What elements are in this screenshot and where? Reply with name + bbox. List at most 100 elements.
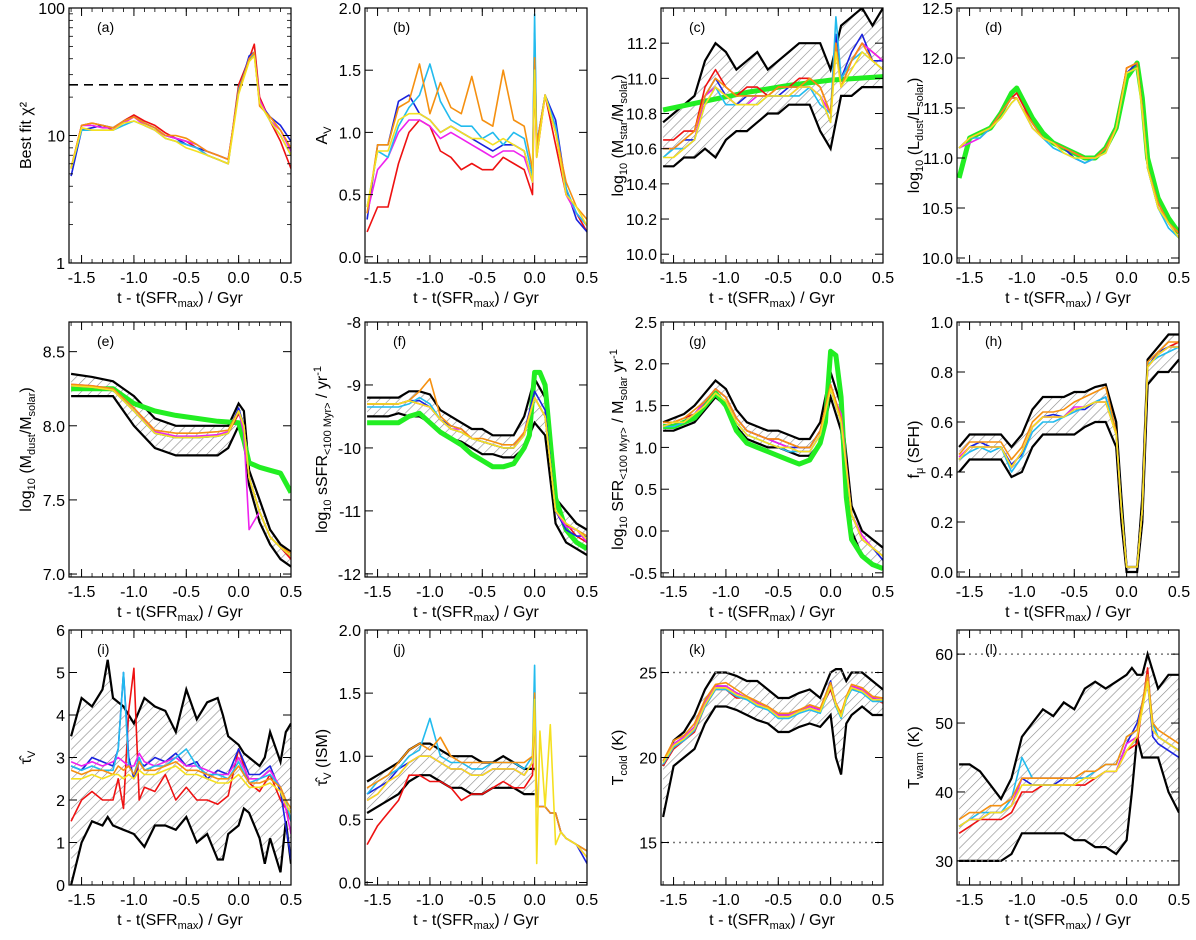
series-line-yellow (958, 346, 1179, 568)
x-axis-label: t - t(SFRmax) / Gyr (1005, 912, 1131, 932)
x-tick-label: -0.5 (468, 270, 496, 287)
y-axis-label: Twarm (K) (906, 726, 926, 788)
y-tick-label: 8.0 (43, 419, 65, 436)
axes-frame (956, 7, 1180, 264)
series-line-yellow (958, 680, 1179, 828)
x-tick-label: -1.0 (416, 892, 444, 909)
panel-b: -1.5 -1.0 -0.5 0.0 0.5 0.0 0.5 1.0 1.5 2.0 (b) t - … (314, 1, 598, 310)
panel-label: (e) (97, 333, 114, 349)
y-axis-label: log10 (Ldust/Lsolar) (906, 78, 926, 194)
y-tick-label: 12.0 (922, 51, 953, 68)
uncertainty-band (71, 659, 291, 885)
panel-j: -1.5 -1.0 -0.5 0.0 0.5 0.0 0.5 1.0 1.5 2.0 (j) t - … (314, 623, 598, 932)
y-tick-label: 1.0 (635, 440, 657, 457)
x-axis-label: t - t(SFRmax) / Gyr (1005, 604, 1131, 624)
y-axis-label: log10 SFR<100 Myr> / Msolar yr-1 (608, 349, 630, 550)
y-axis-label: Best fit χ² (18, 101, 35, 169)
y-tick-label: 40 (935, 785, 953, 802)
panel-g: -1.5 -1.0 -0.5 0.0 0.5 -0.5 0.0 0.5 1.0 1.5 2.0 2.5… (608, 315, 894, 624)
y-tick-label: 0.6 (931, 415, 953, 432)
x-tick-label: 0.0 (524, 892, 546, 909)
x-tick-label: -1.0 (712, 270, 740, 287)
y-tick-label: 50 (935, 716, 953, 733)
y-tick-label: 8.5 (43, 345, 65, 362)
y-tick-label: 4 (56, 708, 65, 725)
y-tick-label: 0.5 (339, 188, 361, 205)
series-line-orange (663, 42, 883, 150)
band-upper-line (70, 659, 291, 768)
y-tick-label: 11.0 (923, 151, 953, 168)
x-tick-label: 0.0 (228, 892, 250, 909)
plot-area (958, 333, 1179, 574)
x-tick-label: -1.0 (712, 584, 740, 601)
series-line-cyan (71, 385, 291, 557)
x-tick-label: 0.5 (1168, 584, 1190, 601)
series-line-blue (70, 51, 291, 177)
uncertainty-band (71, 373, 291, 567)
series-line-yellow (366, 69, 587, 227)
y-tick-label: 11.0 (627, 71, 657, 88)
x-tick-label: 0.0 (1116, 584, 1138, 601)
y-tick-label: 0.0 (931, 565, 953, 582)
x-tick-label: -0.5 (1060, 270, 1088, 287)
y-tick-label: 11.2 (627, 36, 657, 53)
y-tick-label: 1.0 (339, 125, 361, 142)
y-tick-label: -11 (339, 504, 361, 521)
series-line-yellow (71, 765, 291, 814)
plot-area (367, 369, 587, 556)
band-upper-line (662, 668, 883, 767)
x-tick-label: -0.5 (172, 584, 200, 601)
y-tick-label: 7.5 (43, 493, 65, 510)
y-tick-label: 1.5 (339, 63, 361, 80)
axes-frame (660, 629, 884, 886)
x-tick-label: -1.0 (1008, 892, 1036, 909)
band-lower-line (662, 705, 883, 818)
band-upper-line (959, 650, 1179, 801)
y-tick-label: 11.5 (923, 101, 953, 118)
x-tick-label: -1.5 (68, 270, 96, 287)
x-tick-label: -1.0 (120, 270, 148, 287)
series-line-blue (71, 385, 291, 557)
y-tick-label: -8 (347, 315, 361, 332)
plot-area (662, 348, 883, 571)
y-tick-label: 1 (56, 256, 65, 273)
x-axis-label: t - t(SFRmax) / Gyr (709, 604, 835, 624)
y-tick-label: 7.0 (43, 567, 65, 584)
y-tick-label: 25 (639, 666, 657, 683)
x-tick-label: 0.0 (524, 584, 546, 601)
axes-frame (68, 321, 292, 578)
y-axis-label: Tcold (K) (610, 730, 630, 786)
x-tick-label: 0.5 (872, 270, 894, 287)
panel-label: (k) (689, 641, 705, 657)
x-tick-label: -1.5 (660, 270, 688, 287)
y-tick-label: 6 (56, 623, 65, 640)
x-tick-label: 0.5 (872, 892, 894, 909)
y-tick-label: 0 (56, 878, 65, 895)
series-line-yellow (662, 388, 883, 557)
x-tick-label: -1.5 (956, 584, 984, 601)
band-lower-line (70, 806, 291, 885)
y-tick-label: 0.0 (339, 875, 361, 892)
x-tick-label: 0.5 (280, 584, 302, 601)
x-tick-label: 0.5 (576, 892, 598, 909)
series-line-orange (70, 761, 291, 809)
x-tick-label: 0.5 (280, 892, 302, 909)
axes-frame (660, 321, 884, 578)
y-axis-label: fμ (SFH) (906, 421, 926, 479)
x-tick-label: -1.5 (364, 270, 392, 287)
x-tick-label: -1.5 (364, 892, 392, 909)
panel-i: -1.5 -1.0 -0.5 0.0 0.5 0 1 2 3 4 5 6 (i) t - t(SFRmax… (18, 623, 302, 932)
x-tick-label: -0.5 (468, 584, 496, 601)
y-axis-label: τ̂V (ISM) (314, 729, 334, 786)
x-tick-label: 0.5 (872, 584, 894, 601)
y-tick-label: 10.6 (626, 142, 657, 159)
y-tick-label: 100 (38, 1, 65, 18)
panel-k: -1.5 -1.0 -0.5 0.0 0.5 15 20 25 (k) t - t(SFRmax)… (610, 629, 894, 932)
x-tick-label: 0.0 (228, 270, 250, 287)
series-line-orange (70, 51, 291, 168)
x-tick-label: 0.0 (820, 270, 842, 287)
axes-frame (68, 7, 292, 264)
plot-area (366, 13, 587, 233)
plot-area (957, 60, 1179, 239)
series-line-yellow (366, 698, 587, 865)
